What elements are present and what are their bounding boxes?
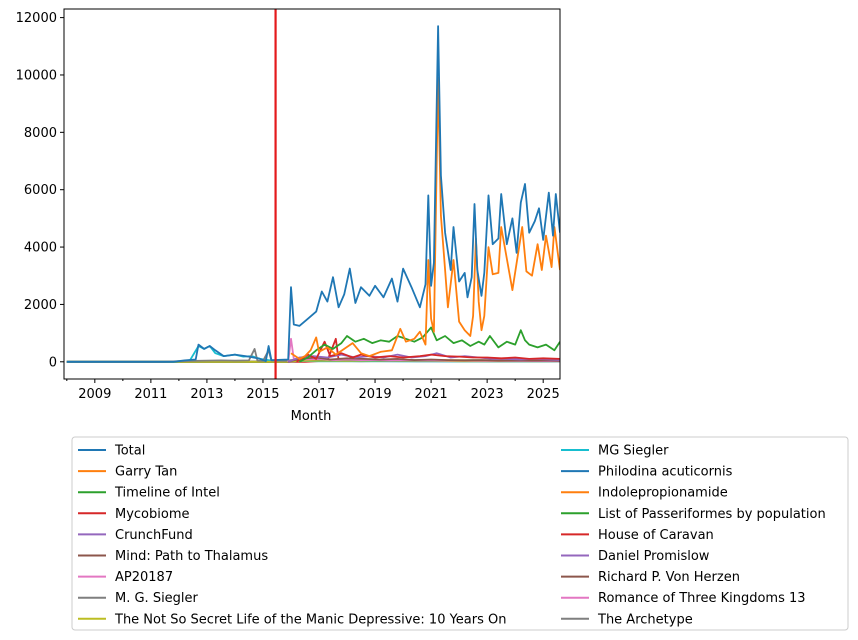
x-axis: 2009 2011 2013 2015 2017 2019 2021 2023 2025: [66, 379, 560, 402]
legend-label: M. G. Siegler: [115, 591, 199, 606]
x-tick-label: 2015: [246, 387, 279, 402]
legend-label: AP20187: [115, 570, 173, 585]
x-tick-label: 2011: [134, 387, 167, 402]
legend-label: Mycobiome: [115, 507, 190, 522]
y-tick-label: 10000: [16, 68, 57, 83]
x-axis-label: Month: [291, 409, 332, 424]
series-line-2: [298, 326, 560, 363]
x-tick-label: 2021: [415, 387, 448, 402]
series-line-1: [290, 76, 560, 360]
legend-label: Garry Tan: [115, 465, 177, 480]
legend-label: Timeline of Intel: [114, 486, 220, 501]
legend-items: Total Garry Tan Timeline of Intel Mycobiome…: [78, 444, 826, 627]
y-tick-label: 12000: [16, 11, 57, 26]
series-line-0: [66, 25, 560, 363]
legend-label: MG Siegler: [598, 444, 669, 459]
x-tick-label: 2023: [471, 387, 504, 402]
legend-label: Indolepropionamide: [598, 486, 728, 501]
y-axis: 0 2000 4000 6000 8000 10000 12000: [16, 11, 64, 370]
legend-label: Mind: Path to Thalamus: [115, 549, 268, 564]
legend-label: Romance of Three Kingdoms 13: [598, 591, 806, 606]
legend-label: List of Passeriformes by population: [598, 507, 826, 522]
legend-label: Total: [114, 444, 145, 459]
legend-label: The Archetype: [597, 612, 693, 627]
y-tick-label: 2000: [24, 298, 57, 313]
series-line-5: [287, 356, 560, 363]
series-layer: [66, 25, 560, 363]
y-tick-label: 0: [49, 355, 57, 370]
x-tick-label: 2017: [302, 387, 335, 402]
legend-label: The Not So Secret Life of the Manic Depr…: [114, 612, 507, 627]
legend-label: House of Caravan: [598, 528, 714, 543]
x-tick-label: 2013: [190, 387, 223, 402]
y-tick-label: 4000: [24, 241, 57, 256]
x-tick-label: 2009: [78, 387, 111, 402]
legend-label: Richard P. Von Herzen: [598, 570, 740, 585]
legend-label: CrunchFund: [115, 528, 193, 543]
legend-frame: [71, 436, 849, 631]
legend-label: Philodina acuticornis: [598, 465, 733, 480]
plot-frame: [63, 8, 561, 380]
x-tick-label: 2025: [527, 387, 560, 402]
x-tick-label: 2019: [359, 387, 392, 402]
legend-label: Daniel Promislow: [598, 549, 710, 564]
legend: Total Garry Tan Timeline of Intel Mycobiome…: [71, 436, 849, 631]
y-tick-label: 8000: [24, 126, 57, 141]
y-tick-label: 6000: [24, 183, 57, 198]
series-line-3: [296, 340, 560, 363]
